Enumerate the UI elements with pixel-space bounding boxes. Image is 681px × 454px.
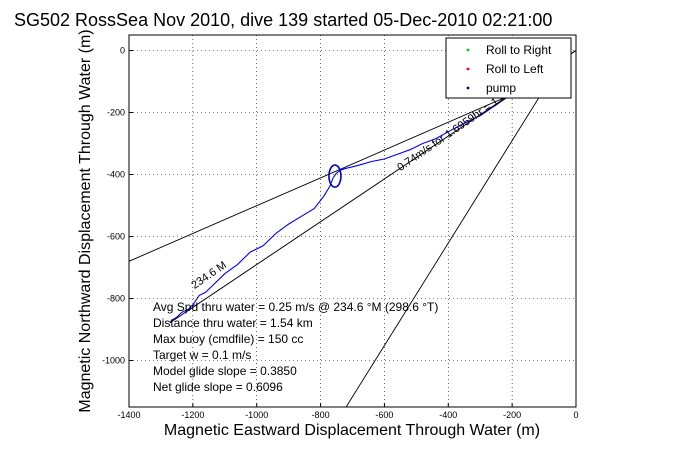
info-line: Max buoy (cmdfile) = 150 cc <box>153 332 303 346</box>
reference-line <box>129 91 518 262</box>
x-tick-label: -800 <box>312 410 330 420</box>
annotations: 234.6 M0.74m/s for 1.6959hr = 1.5858km <box>189 72 535 292</box>
legend-label: pump <box>486 81 516 95</box>
x-tick-label: -400 <box>439 410 457 420</box>
glider-track-line <box>169 50 576 324</box>
chart-title: SG502 RossSea Nov 2010, dive 139 started… <box>14 10 552 30</box>
info-line: Net glide slope = 0.6096 <box>153 380 283 394</box>
y-tick-label: -1000 <box>102 356 125 366</box>
legend-box <box>445 37 572 99</box>
x-tick-label: -200 <box>503 410 521 420</box>
y-axis-label: Magnetic Northward Displacement Through … <box>77 29 94 412</box>
x-tick-label: -600 <box>375 410 393 420</box>
axis-ticks: -1400 -1200 -1000 -800 -600 -400 -200 0 0 -200 -40… <box>102 46 579 421</box>
track-loop <box>328 164 342 188</box>
info-line: Target w = 0.1 m/s <box>153 348 251 362</box>
info-line: Distance thru water = 1.54 km <box>153 316 313 330</box>
legend-label: Roll to Right <box>486 43 552 57</box>
x-tick-label: -1000 <box>245 410 268 420</box>
y-tick-label: -200 <box>107 108 125 118</box>
legend-label: Roll to Left <box>486 62 544 76</box>
legend-marker <box>466 48 470 52</box>
y-tick-label: 0 <box>120 46 125 56</box>
info-line: Avg Spd thru water = 0.25 m/s @ 234.6 °M… <box>153 300 438 314</box>
y-tick-label: -800 <box>107 294 125 304</box>
info-text-block: Avg Spd thru water = 0.25 m/s @ 234.6 °M… <box>153 300 438 394</box>
x-tick-label: -1200 <box>181 410 204 420</box>
legend: Roll to Right Roll to Left pump <box>445 37 572 99</box>
x-axis-label: Magnetic Eastward Displacement Through W… <box>164 422 540 439</box>
x-tick-label: 0 <box>573 410 578 420</box>
info-line: Model glide slope = 0.3850 <box>153 364 297 378</box>
legend-marker <box>466 86 470 90</box>
plot-frame <box>128 34 577 408</box>
y-tick-label: -400 <box>107 170 125 180</box>
legend-marker <box>466 67 470 71</box>
x-tick-label: -1400 <box>117 410 140 420</box>
y-tick-label: -600 <box>107 232 125 242</box>
reference-line <box>345 96 540 407</box>
